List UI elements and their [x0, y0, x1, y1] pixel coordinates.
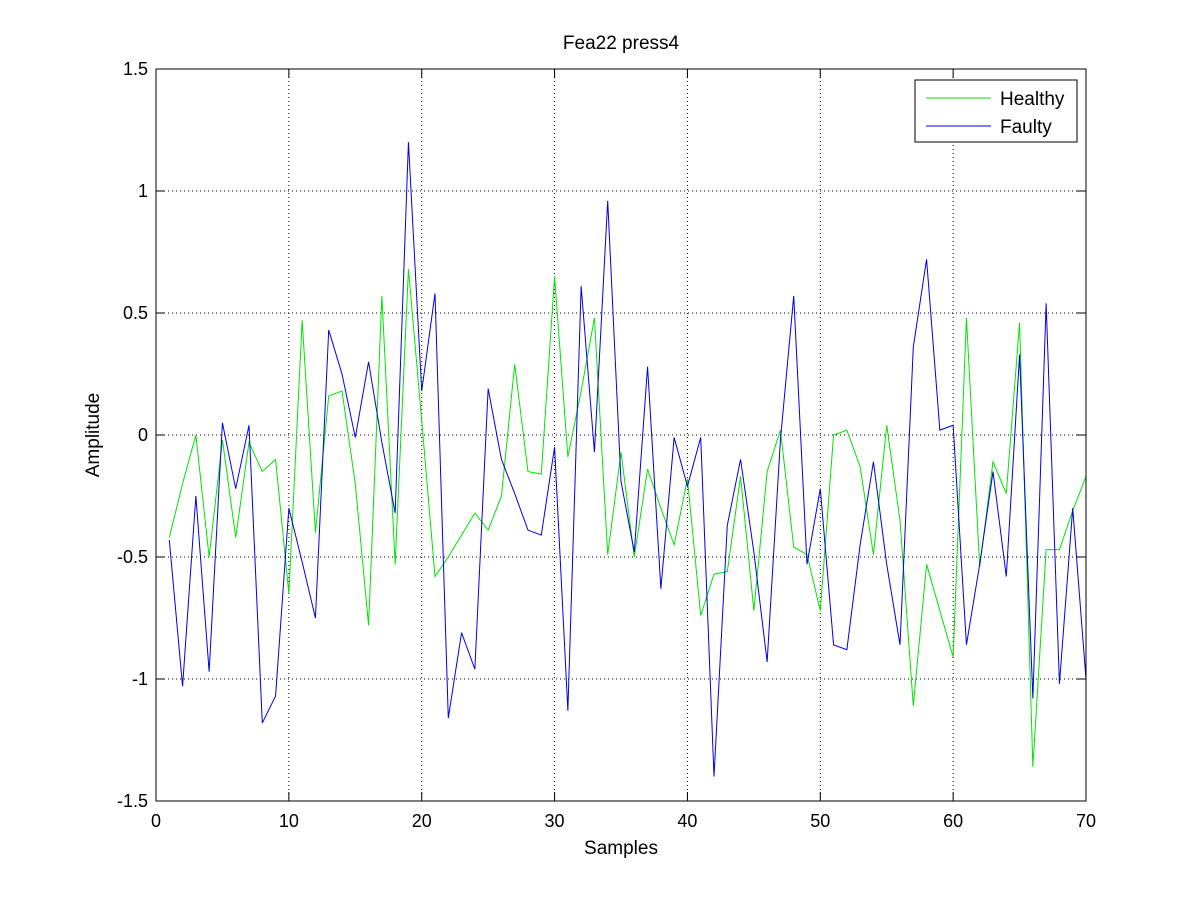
x-tick-label: 50 [810, 811, 830, 831]
x-tick-label: 70 [1076, 811, 1096, 831]
x-tick-label: 30 [545, 811, 565, 831]
x-axis-label: Samples [584, 838, 658, 859]
y-tick-label: 1.5 [123, 59, 148, 79]
x-tick-label: 20 [412, 811, 432, 831]
y-axis-label: Amplitude [83, 393, 104, 478]
y-tick-label: 0 [138, 425, 148, 445]
y-tick-label: -0.5 [117, 547, 148, 567]
x-tick-label: 40 [677, 811, 697, 831]
y-tick-label: 0.5 [123, 303, 148, 323]
legend: Healthy Faulty [914, 79, 1078, 143]
x-tick-label: 0 [151, 811, 161, 831]
y-tick-label: -1 [132, 669, 148, 689]
plot-area-frame [155, 68, 1087, 802]
series-line-faulty [168, 142, 1087, 777]
grid-lines [156, 69, 1086, 801]
y-tick-label: -1.5 [117, 791, 148, 811]
legend-label-healthy: Healthy [1000, 89, 1065, 110]
chart-title: Fea22 press4 [563, 33, 680, 54]
x-tick-label: 60 [943, 811, 963, 831]
legend-label-faulty: Faulty [1000, 117, 1052, 138]
y-tick-label: 1 [138, 181, 148, 201]
x-tick-labels: 0 10 20 30 40 50 60 70 [151, 811, 1096, 831]
y-tick-labels: -1.5 -1 -0.5 0 0.5 1 1.5 [117, 59, 148, 811]
x-tick-label: 10 [279, 811, 299, 831]
legend-box [914, 79, 1078, 143]
series-lines [168, 142, 1087, 777]
